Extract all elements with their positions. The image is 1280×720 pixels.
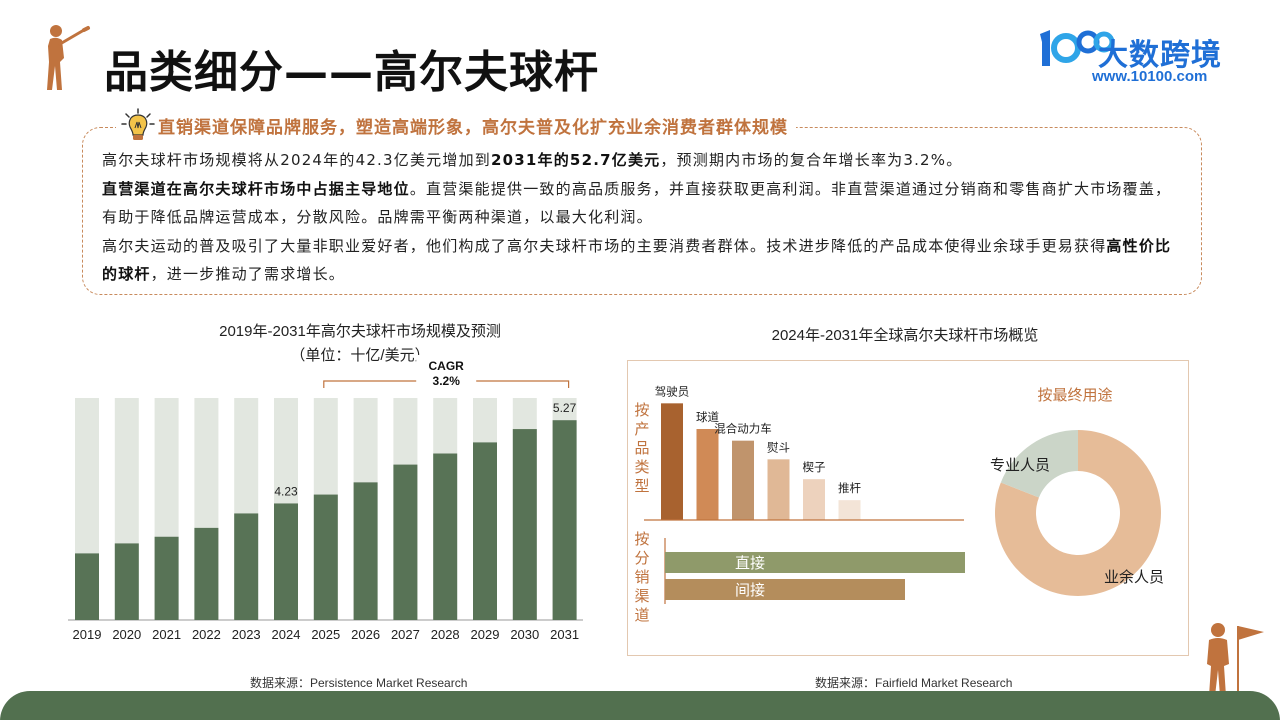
cagr-label-bg — [416, 355, 477, 389]
bar-2026 — [353, 482, 378, 620]
bar-2030 — [512, 429, 537, 620]
summary-paragraph-2: 直营渠道在高尔夫球杆市场中占据主导地位。直营渠能提供一致的高品质服务，并直接获取… — [102, 179, 1172, 227]
product-bar — [838, 500, 861, 520]
left-chart-title: 2019年-2031年高尔夫球杆市场规模及预测 — [219, 323, 501, 340]
bar-2023 — [234, 513, 259, 620]
golfer-flag-icon — [1207, 623, 1264, 696]
bar-2022 — [194, 527, 219, 620]
right-chart-title: 2024年-2031年全球高尔夫球杆市场概览 — [771, 327, 1039, 344]
market-size-bar-chart: 2019 2020 2021 2022 2023 2024 4.23 2025 2026 2027… — [68, 355, 583, 642]
x-tick-label: 2030 — [510, 627, 539, 642]
summary-text: 高尔夫球杆市场规模将从2024年的42.3亿美元增加到2031年的52.7亿美元… — [102, 146, 1182, 289]
page-title: 品类细分——高尔夫球杆 — [104, 47, 599, 98]
donut-label-pro: 专业人员 — [990, 456, 1050, 474]
product-type-axis-label: 按产品类型 — [634, 401, 650, 495]
logo-url: www.10100.com — [1092, 68, 1208, 85]
donut-title: 按最终用途 — [1037, 386, 1112, 404]
product-bar-label: 驾驶员 — [655, 384, 690, 398]
product-bar-label: 推杆 — [838, 481, 861, 495]
donut-slice-1 — [1000, 430, 1078, 498]
product-bar-label: 楔子 — [803, 460, 826, 474]
bar-2029 — [473, 442, 497, 620]
channel-bar — [665, 552, 965, 573]
left-chart-subtitle: （单位：十亿/美元） — [290, 347, 430, 364]
summary-paragraph-1: 高尔夫球杆市场规模将从2024年的42.3亿美元增加到2031年的52.7亿美元… — [102, 151, 963, 169]
x-tick-label: 2022 — [192, 627, 221, 642]
x-tick-label: 2023 — [232, 627, 261, 642]
logo-mark-icon — [1040, 30, 1114, 66]
product-bar — [767, 459, 790, 520]
lightbulb-icon — [121, 108, 155, 140]
product-bar — [732, 440, 754, 520]
product-bar-label: 球道 — [696, 410, 719, 424]
product-bar — [696, 429, 719, 520]
logo-name: 大数跨境 — [1098, 38, 1222, 73]
bar-2025 — [313, 494, 338, 620]
x-tick-label: 2031 — [550, 627, 579, 642]
right-chart-source: 数据来源：Fairfield Market Research — [815, 676, 1013, 690]
data-label-2031: 5.27 — [553, 401, 577, 415]
channel-bar-label: 间接 — [735, 581, 765, 599]
golfer-icon — [47, 25, 90, 90]
x-tick-label: 2026 — [351, 627, 380, 642]
channel-bar — [665, 579, 905, 600]
data-label-2024: 4.23 — [274, 484, 298, 498]
summary-headline: 直销渠道保障品牌服务，塑造高端形象，高尔夫普及化扩充业余消费者群体规模 — [116, 108, 796, 140]
product-bar — [661, 403, 683, 520]
cagr-value: 3.2% — [433, 374, 461, 388]
x-tick-label: 2020 — [112, 627, 141, 642]
product-bar-label: 熨斗 — [767, 440, 790, 454]
summary-paragraph-3: 高尔夫运动的普及吸引了大量非职业爱好者，他们构成了高尔夫球杆市场的主要消费者群体… — [102, 236, 1172, 284]
donut-label-amateur: 业余人员 — [1104, 568, 1164, 586]
brand-logo: 大数跨境 www.10100.com — [1036, 26, 1256, 90]
x-tick-label: 2021 — [152, 627, 181, 642]
bar-2031 — [552, 420, 577, 620]
channel-bar-label: 直接 — [735, 554, 765, 572]
x-tick-label: 2027 — [391, 627, 420, 642]
bar-2021 — [154, 536, 179, 620]
bar-2019 — [75, 553, 99, 620]
right-chart-frame — [627, 360, 1189, 656]
bar-2027 — [393, 464, 418, 620]
cagr-label: CAGR — [429, 359, 465, 373]
bar-2024 — [274, 503, 298, 620]
footer-band — [0, 691, 1280, 720]
x-tick-label: 2028 — [431, 627, 460, 642]
bar-2028 — [433, 453, 458, 620]
bar-2020 — [114, 543, 139, 620]
product-bar-label: 混合动力车 — [714, 422, 772, 436]
x-tick-label: 2029 — [471, 627, 500, 642]
x-tick-label: 2019 — [73, 627, 102, 642]
x-tick-label: 2024 — [272, 627, 301, 642]
donut-slice-0 — [995, 430, 1161, 596]
product-bar — [803, 479, 825, 520]
left-chart-source: 数据来源：Persistence Market Research — [250, 676, 468, 690]
x-tick-label: 2025 — [311, 627, 340, 642]
channel-axis-label: 按分销渠道 — [634, 530, 650, 624]
